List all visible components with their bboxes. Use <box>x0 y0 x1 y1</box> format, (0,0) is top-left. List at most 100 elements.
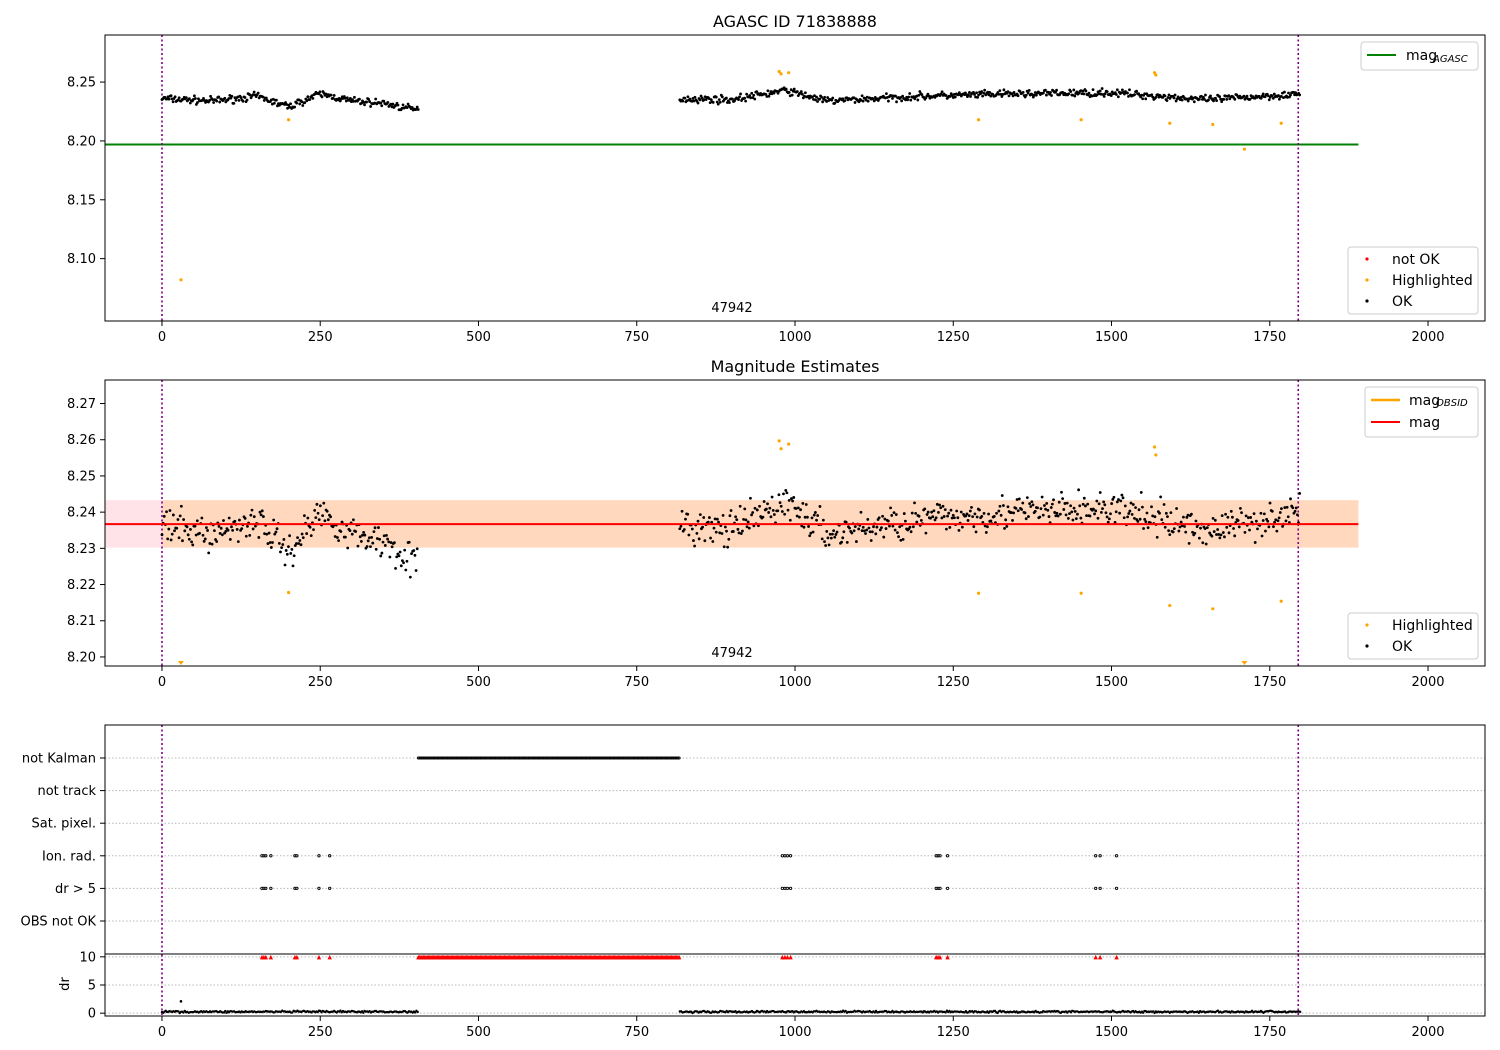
data-point-ok <box>1289 497 1292 501</box>
data-point-ok <box>1179 520 1183 524</box>
data-point-ok <box>1111 497 1115 501</box>
data-point-ok <box>1229 509 1233 513</box>
data-point-ok <box>766 89 770 93</box>
data-point-ok <box>414 569 418 572</box>
data-point-ok <box>1143 92 1147 96</box>
data-point-ok <box>890 514 894 517</box>
data-point-ok <box>904 98 908 102</box>
data-point-ok <box>753 97 757 101</box>
data-point-ok <box>366 539 370 543</box>
data-point-ok <box>352 518 355 522</box>
data-point-ok <box>870 530 874 534</box>
data-point-ok <box>1103 92 1107 96</box>
data-point-ok <box>1011 519 1014 522</box>
data-point-ok <box>683 96 687 100</box>
data-point-ok <box>329 93 333 97</box>
data-point-ok <box>1107 517 1111 521</box>
flag-marker <box>676 756 680 760</box>
data-point-ok <box>716 102 720 106</box>
data-point-ok <box>768 92 772 96</box>
data-point-ok <box>1202 95 1205 99</box>
data-point-ok <box>1061 497 1065 501</box>
data-point-ok <box>275 527 279 531</box>
data-point-ok <box>195 519 199 523</box>
data-point-ok <box>787 90 791 94</box>
data-point-ok <box>860 94 864 98</box>
flag-row-label: not track <box>37 784 96 799</box>
data-point-ok <box>303 514 306 518</box>
flag-marker <box>785 886 790 891</box>
data-point-ok <box>329 515 333 519</box>
data-point-ok <box>1102 500 1106 504</box>
data-point-ok <box>975 91 978 95</box>
data-point-ok <box>999 92 1003 96</box>
data-point-ok <box>916 98 920 102</box>
data-point-ok <box>794 507 798 510</box>
data-point-ok <box>898 525 902 529</box>
data-point-ok <box>167 527 171 531</box>
data-point-ok <box>410 105 414 109</box>
data-point-ok <box>1242 94 1246 98</box>
data-point-ok <box>1195 525 1199 528</box>
data-point-ok <box>801 501 805 505</box>
flag-marker <box>293 886 297 891</box>
data-point-ok <box>1183 525 1186 528</box>
data-point-ok <box>908 92 912 95</box>
data-point-ok <box>974 530 978 534</box>
data-point-ok <box>789 88 793 91</box>
data-point-ok <box>173 529 176 533</box>
data-point-ok <box>750 91 754 95</box>
data-point-ok <box>1034 93 1038 97</box>
data-point-ok <box>891 97 894 100</box>
data-point-ok <box>761 515 765 519</box>
data-point-ok <box>748 94 752 97</box>
data-point-ok <box>189 527 192 531</box>
data-point-ok <box>702 98 706 102</box>
data-point-ok <box>1280 507 1283 510</box>
data-point-ok <box>1201 541 1205 545</box>
data-point-ok <box>986 525 989 529</box>
data-point-ok <box>874 532 878 536</box>
data-point-ok <box>1163 525 1167 529</box>
data-point-ok <box>880 526 883 530</box>
data-point-ok <box>955 509 959 513</box>
data-point-ok <box>1136 519 1140 523</box>
dr-capped-marker <box>1097 954 1103 960</box>
legend-marker-ok <box>1365 644 1369 648</box>
data-point-ok <box>333 535 337 538</box>
data-point-ok <box>170 532 174 536</box>
data-point-ok <box>970 505 973 509</box>
data-point-ok <box>194 533 198 537</box>
data-point-ok <box>984 531 988 534</box>
y-tick-label: 8.26 <box>67 433 96 448</box>
data-point-ok <box>1121 88 1124 92</box>
data-point-ok <box>1130 513 1134 516</box>
data-point-ok <box>1116 95 1120 99</box>
flag-marker <box>269 886 273 891</box>
data-point-highlighted <box>1242 147 1247 151</box>
data-point-ok <box>999 513 1003 517</box>
data-point-ok <box>1093 512 1096 516</box>
data-point-ok <box>325 509 329 513</box>
data-point-ok <box>1272 525 1275 529</box>
data-point-ok <box>877 516 881 520</box>
data-point-ok <box>987 93 991 97</box>
data-point-ok <box>1021 501 1025 505</box>
data-point-ok <box>818 97 821 101</box>
data-point-ok <box>382 534 386 538</box>
data-point-ok <box>896 531 899 535</box>
data-point-ok <box>1287 91 1290 95</box>
data-point-ok <box>1045 502 1049 505</box>
data-point-ok <box>751 96 755 100</box>
data-point-ok <box>245 98 249 102</box>
data-point-ok <box>368 100 372 103</box>
data-point-ok <box>973 512 977 516</box>
data-point-ok <box>941 504 945 508</box>
data-point-ok <box>850 531 854 535</box>
data-point-ok <box>1155 535 1159 539</box>
data-point-ok <box>233 519 237 523</box>
data-point-ok <box>776 509 780 513</box>
data-point-ok <box>814 98 817 102</box>
data-point-ok <box>1064 513 1068 517</box>
data-point-ok <box>386 100 390 104</box>
